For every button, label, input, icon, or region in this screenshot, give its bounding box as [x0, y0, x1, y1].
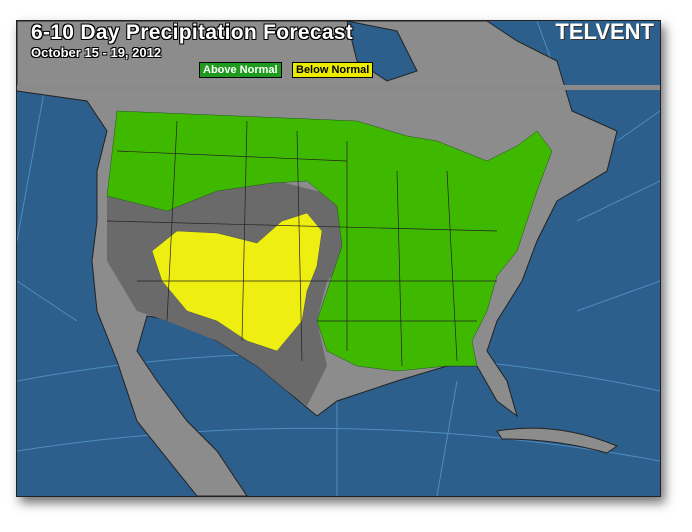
date-range: October 15 - 19, 2012: [31, 45, 162, 60]
header-band: [17, 85, 660, 90]
legend-below-normal: Below Normal: [292, 62, 374, 78]
cuba: [496, 427, 619, 454]
legend-above-normal: Above Normal: [199, 62, 282, 78]
state-borders: [106, 120, 498, 367]
above-normal-region: [106, 110, 553, 372]
map-title: 6-10 Day Precipitation Forecast: [31, 21, 354, 44]
telvent-logo: TELVENT: [555, 20, 654, 44]
below-normal-region: [151, 212, 323, 352]
map-frame: 6-10 Day Precipitation Forecast October …: [16, 20, 661, 497]
precipitation-map: [17, 21, 660, 496]
